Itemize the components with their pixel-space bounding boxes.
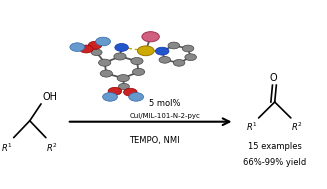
Circle shape (98, 59, 111, 66)
Circle shape (118, 83, 129, 90)
Circle shape (173, 60, 185, 66)
Text: 5 mol%: 5 mol% (149, 99, 181, 108)
Circle shape (117, 75, 129, 82)
Circle shape (137, 46, 154, 56)
Text: $R^1$: $R^1$ (1, 141, 13, 154)
Circle shape (185, 54, 197, 60)
Circle shape (70, 43, 85, 51)
Circle shape (100, 70, 112, 77)
Text: $R^2$: $R^2$ (46, 141, 58, 154)
Circle shape (115, 43, 129, 51)
Circle shape (131, 57, 143, 65)
Text: CuI/MIL-101-N-2-pyc: CuI/MIL-101-N-2-pyc (130, 113, 200, 119)
Circle shape (155, 47, 169, 55)
Circle shape (88, 41, 102, 49)
Text: $R^2$: $R^2$ (291, 121, 303, 133)
Circle shape (79, 45, 93, 53)
Circle shape (159, 57, 171, 63)
Text: 66%-99% yield: 66%-99% yield (243, 158, 306, 167)
Text: $R^1$: $R^1$ (246, 121, 258, 133)
Circle shape (132, 68, 145, 75)
Circle shape (103, 93, 117, 101)
Text: TEMPO, NMI: TEMPO, NMI (129, 136, 179, 145)
Circle shape (91, 49, 102, 56)
Circle shape (168, 42, 180, 49)
Circle shape (129, 93, 144, 101)
Circle shape (108, 87, 122, 95)
Circle shape (142, 32, 159, 42)
Circle shape (182, 45, 194, 52)
Circle shape (114, 53, 126, 60)
Text: O: O (270, 73, 278, 83)
Circle shape (124, 88, 137, 96)
Text: OH: OH (43, 92, 58, 102)
Circle shape (96, 37, 111, 46)
Text: 15 examples: 15 examples (248, 142, 302, 151)
